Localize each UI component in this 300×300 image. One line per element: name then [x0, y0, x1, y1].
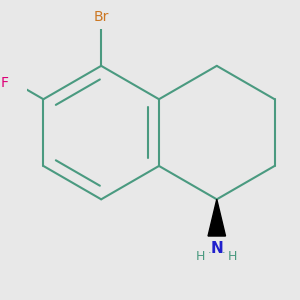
Text: Br: Br — [94, 10, 109, 24]
Text: ·: · — [222, 248, 226, 258]
Text: H: H — [228, 250, 237, 262]
Text: ·: · — [208, 248, 211, 258]
Polygon shape — [208, 199, 226, 236]
Text: H: H — [196, 250, 206, 262]
Text: F: F — [0, 76, 8, 89]
Text: N: N — [210, 241, 223, 256]
